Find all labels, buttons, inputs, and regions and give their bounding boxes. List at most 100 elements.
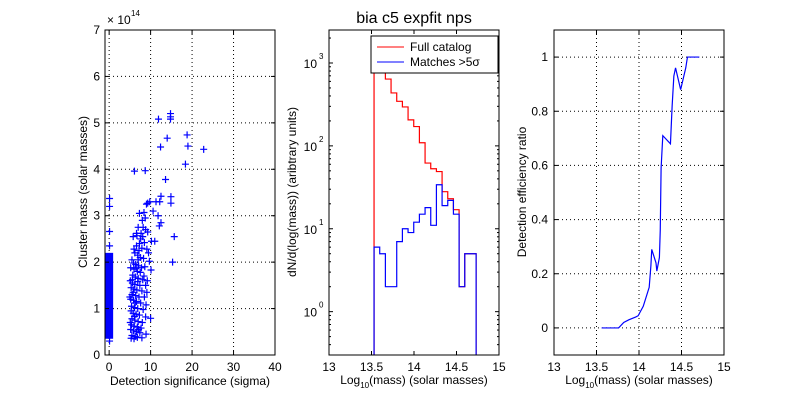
data-point bbox=[141, 214, 149, 222]
data-point bbox=[142, 330, 150, 338]
axis-ticks: 0 10 20 30 40 0 1 2 3 4 5 6 7 bbox=[93, 23, 282, 374]
histogram-panel: bia c5 expfit nps 13 13.5 14 14.5 1510010110… bbox=[285, 10, 506, 390]
data-point bbox=[169, 258, 177, 266]
y-tick-label: 0 bbox=[93, 348, 100, 362]
data-point bbox=[200, 145, 208, 153]
data-point bbox=[184, 142, 192, 150]
data-point bbox=[154, 212, 162, 220]
y-tick-label: 1 bbox=[93, 302, 100, 316]
data-point bbox=[145, 249, 153, 257]
legend-box bbox=[370, 35, 499, 74]
x-tick-label: 15 bbox=[717, 360, 731, 374]
x-tick-label: 14.5 bbox=[670, 360, 694, 374]
dense-point-column bbox=[105, 252, 114, 339]
histogram-series-full-catalog bbox=[373, 58, 477, 355]
data-point bbox=[140, 239, 148, 247]
data-point bbox=[136, 268, 144, 276]
y-tick-exponent: 2 bbox=[319, 135, 324, 144]
data-point bbox=[130, 245, 138, 253]
y-tick-label: 0 bbox=[541, 321, 548, 335]
data-point bbox=[134, 318, 142, 326]
data-point bbox=[133, 333, 141, 341]
x-tick-label: 10 bbox=[144, 360, 158, 374]
data-point bbox=[139, 233, 147, 241]
x-tick-label: 13.5 bbox=[585, 360, 609, 374]
x-tick-label: 0 bbox=[106, 360, 113, 374]
data-point bbox=[106, 195, 114, 203]
data-point bbox=[134, 223, 142, 231]
data-point bbox=[142, 281, 150, 289]
data-point bbox=[157, 143, 165, 151]
data-point bbox=[134, 278, 142, 286]
x-tick-label: 13 bbox=[547, 360, 561, 374]
x-axis-label-suffix: (mass) (solar masses) bbox=[369, 373, 488, 387]
y-tick-label: 4 bbox=[93, 162, 100, 176]
data-point bbox=[135, 311, 143, 319]
data-point bbox=[155, 222, 163, 230]
data-point bbox=[140, 254, 148, 262]
data-point bbox=[128, 276, 136, 284]
y-tick-label: 7 bbox=[93, 23, 100, 37]
data-point bbox=[183, 131, 191, 139]
axes-box bbox=[328, 29, 500, 356]
x-axis-label-sub: 10 bbox=[360, 381, 369, 390]
data-point bbox=[139, 276, 147, 284]
y-axis-label: Cluster mass (solar masses) bbox=[76, 116, 90, 268]
data-point bbox=[142, 301, 150, 309]
y-tick-exponent: 1 bbox=[319, 218, 324, 227]
data-point bbox=[170, 233, 178, 241]
data-point bbox=[167, 199, 175, 207]
x-tick-label: 13.5 bbox=[360, 360, 384, 374]
grid-lines bbox=[553, 30, 725, 355]
data-point bbox=[157, 219, 165, 227]
data-point bbox=[142, 313, 150, 321]
histogram-series-matches-5- bbox=[373, 184, 477, 355]
data-point bbox=[181, 160, 189, 168]
efficiency-panel: 13 13.5 14 14.5 15 0 0.2 0.4 0.6 0.8 1 Log10(mass)… bbox=[515, 29, 731, 390]
data-point bbox=[135, 247, 143, 255]
data-point bbox=[154, 115, 162, 123]
data-point bbox=[167, 193, 175, 201]
y-tick-label: 0.6 bbox=[531, 158, 548, 172]
x-tick-label: 14.5 bbox=[445, 360, 469, 374]
x-axis-label-prefix: Log bbox=[565, 373, 585, 387]
data-point bbox=[134, 256, 142, 264]
x-tick-label: 40 bbox=[268, 360, 282, 374]
data-point bbox=[140, 293, 148, 301]
data-point bbox=[141, 263, 149, 271]
data-point bbox=[130, 167, 138, 175]
data-point bbox=[138, 319, 146, 326]
y-tick-label: 10 bbox=[304, 57, 318, 71]
y-exponent: 14 bbox=[131, 9, 140, 18]
data-point bbox=[106, 242, 114, 250]
data-point bbox=[136, 329, 144, 337]
y-tick-label: 2 bbox=[93, 255, 100, 269]
data-point bbox=[106, 228, 114, 235]
y-tick-label: 1 bbox=[541, 50, 548, 64]
x-tick-label: 13 bbox=[322, 360, 336, 374]
data-point bbox=[129, 288, 137, 296]
data-point bbox=[128, 256, 136, 264]
data-point bbox=[144, 228, 152, 236]
x-axis-label: Detection significance (sigma) bbox=[110, 374, 270, 388]
data-point bbox=[152, 198, 160, 206]
y-axis-label: Detection efficiency ratio bbox=[515, 126, 529, 257]
data-point bbox=[145, 257, 153, 265]
legend: Full catalog Matches >5σ bbox=[370, 35, 499, 74]
scatter-points bbox=[105, 110, 208, 345]
y-tick-exponent: 0 bbox=[319, 301, 324, 310]
x-tick-label: 20 bbox=[185, 360, 199, 374]
y-tick-label: 6 bbox=[93, 69, 100, 83]
data-point bbox=[162, 176, 170, 183]
x-tick-label: 30 bbox=[227, 360, 241, 374]
efficiency-line bbox=[601, 56, 700, 329]
data-point bbox=[141, 167, 149, 175]
data-point bbox=[142, 200, 150, 208]
data-point bbox=[157, 192, 165, 200]
data-point bbox=[106, 202, 114, 210]
data-point bbox=[140, 272, 148, 280]
y-tick-label: 0.4 bbox=[531, 213, 548, 227]
data-point bbox=[151, 237, 159, 245]
